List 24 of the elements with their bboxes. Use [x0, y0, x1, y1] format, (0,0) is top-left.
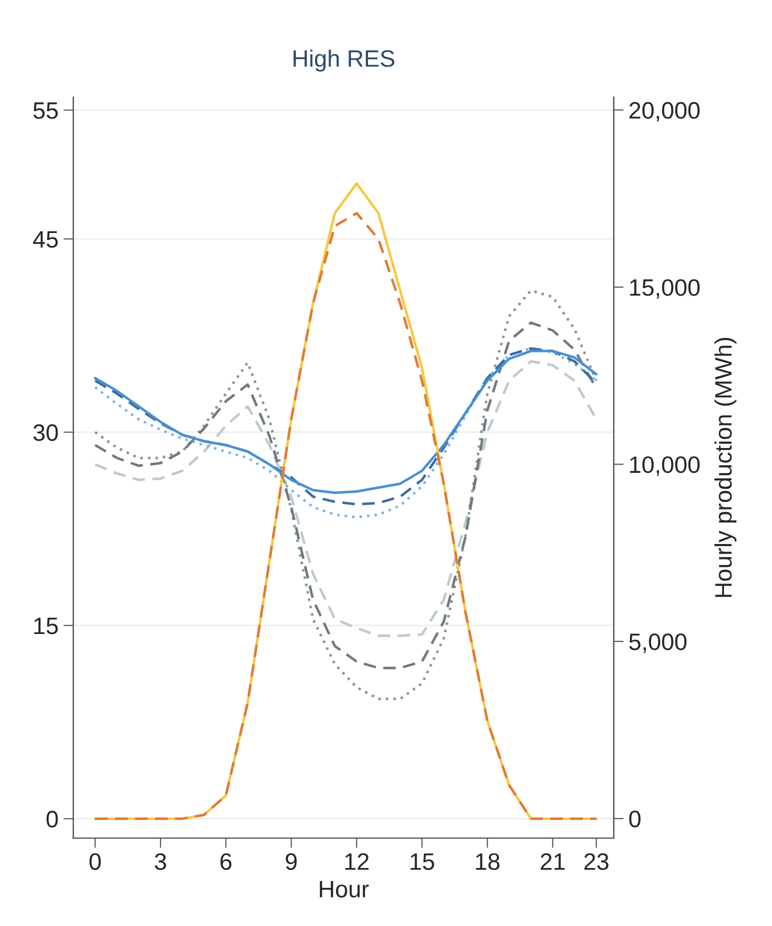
x-tick-label: 6: [220, 853, 232, 870]
x-tick-label: 21: [540, 853, 565, 870]
y2-tick-label: 5,000: [629, 633, 686, 653]
x-axis-title: Hour: [320, 881, 369, 898]
y-tick-label: 0: [46, 810, 58, 828]
line-series: [94, 289, 598, 700]
y2-tick-label: 15,000: [630, 279, 700, 299]
y-tick-label: 30: [33, 424, 58, 441]
y2-tick-label: 10,000: [630, 456, 700, 476]
y2-tick-label: 20,000: [630, 102, 700, 122]
chart-title: High RES: [294, 50, 394, 72]
x-tick-label: 3: [154, 853, 166, 870]
x-tick-label: 18: [476, 853, 500, 870]
y-tick-label: 45: [33, 231, 58, 248]
y-tick-label: 55: [33, 102, 58, 119]
x-tick-label: 15: [410, 853, 434, 870]
x-tick-label: 23: [584, 853, 608, 870]
x-tick-label: 12: [345, 853, 369, 870]
y2-axis-title: Hourly production (MWh): [714, 338, 736, 597]
x-tick-label: 9: [286, 853, 297, 870]
line-series: [94, 360, 598, 638]
y-tick-label: 15: [34, 618, 58, 634]
x-tick-label: 0: [89, 853, 101, 870]
y2-tick-label: 0: [629, 810, 641, 828]
